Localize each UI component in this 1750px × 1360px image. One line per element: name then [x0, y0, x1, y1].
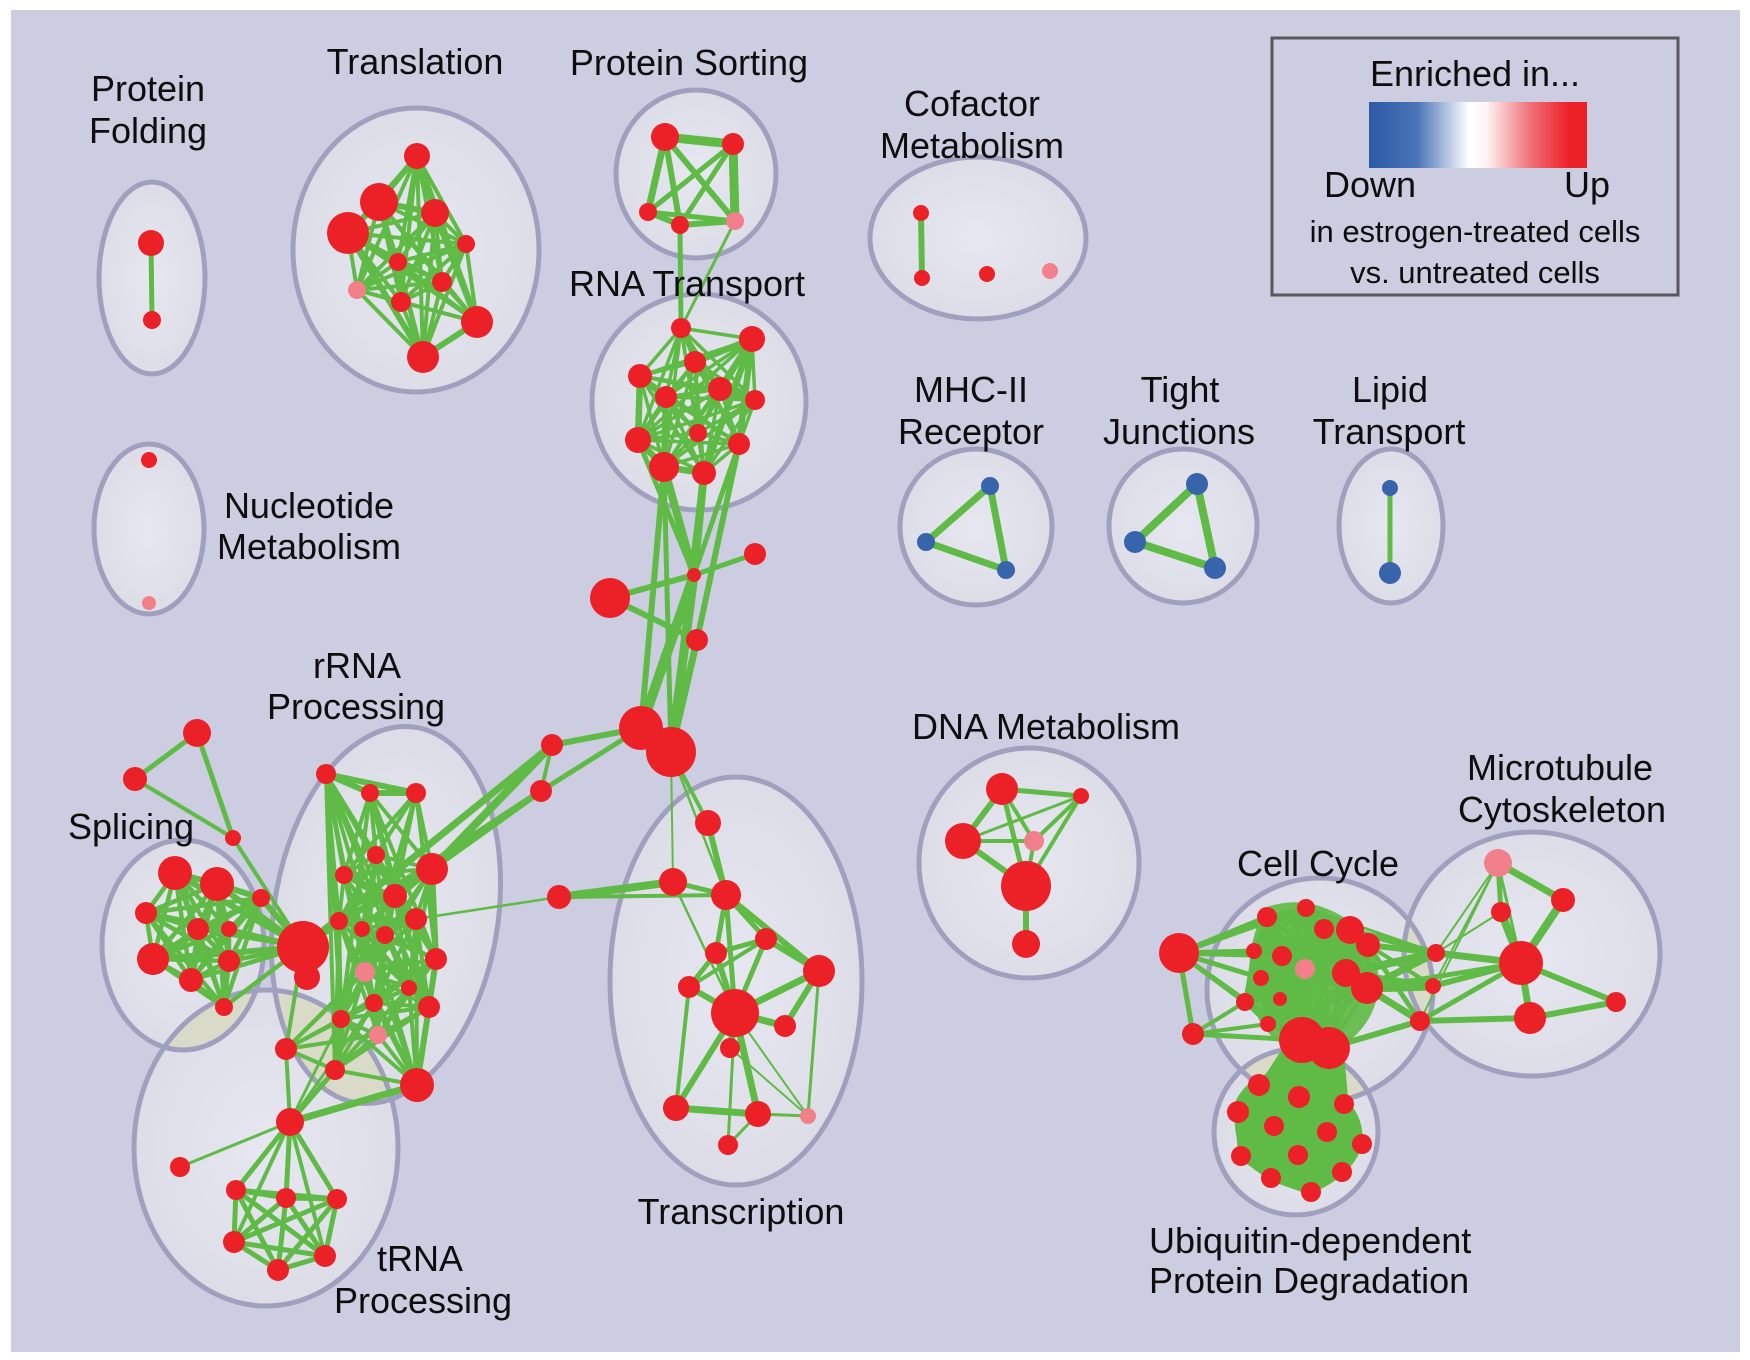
svg-text:Ubiquitin-dependent: Ubiquitin-dependent [1149, 1220, 1471, 1261]
svg-text:Down: Down [1324, 164, 1416, 205]
svg-text:Nucleotide: Nucleotide [224, 485, 394, 526]
svg-text:Receptor: Receptor [898, 411, 1044, 452]
svg-text:Protein Sorting: Protein Sorting [570, 42, 808, 83]
svg-text:Microtubule: Microtubule [1467, 747, 1653, 788]
svg-text:Metabolism: Metabolism [217, 526, 401, 567]
svg-text:rRNA: rRNA [313, 645, 401, 686]
svg-text:Protein: Protein [91, 68, 205, 109]
svg-text:Processing: Processing [267, 686, 445, 727]
svg-text:Folding: Folding [89, 110, 207, 151]
svg-text:Processing: Processing [334, 1280, 512, 1321]
svg-text:Transport: Transport [1313, 411, 1466, 452]
svg-text:in estrogen-treated cells: in estrogen-treated cells [1310, 214, 1641, 249]
svg-text:Cell Cycle: Cell Cycle [1237, 843, 1399, 884]
svg-text:Metabolism: Metabolism [880, 125, 1064, 166]
svg-text:Lipid: Lipid [1352, 369, 1428, 410]
svg-text:DNA Metabolism: DNA Metabolism [912, 706, 1180, 747]
svg-text:Cytoskeleton: Cytoskeleton [1458, 789, 1666, 830]
svg-text:MHC-II: MHC-II [914, 369, 1028, 410]
svg-text:Junctions: Junctions [1103, 411, 1255, 452]
svg-text:Up: Up [1564, 164, 1610, 205]
svg-text:tRNA: tRNA [377, 1238, 463, 1279]
svg-text:Enriched in...: Enriched in... [1370, 53, 1580, 94]
svg-text:vs. untreated cells: vs. untreated cells [1350, 255, 1600, 290]
svg-text:Cofactor: Cofactor [904, 83, 1040, 124]
svg-text:Tight: Tight [1141, 369, 1220, 410]
svg-text:Splicing: Splicing [68, 806, 194, 847]
svg-text:Protein Degradation: Protein Degradation [1149, 1260, 1469, 1301]
svg-text:RNA Transport: RNA Transport [569, 263, 805, 304]
svg-text:Transcription: Transcription [638, 1191, 845, 1232]
svg-text:Translation: Translation [327, 41, 504, 82]
